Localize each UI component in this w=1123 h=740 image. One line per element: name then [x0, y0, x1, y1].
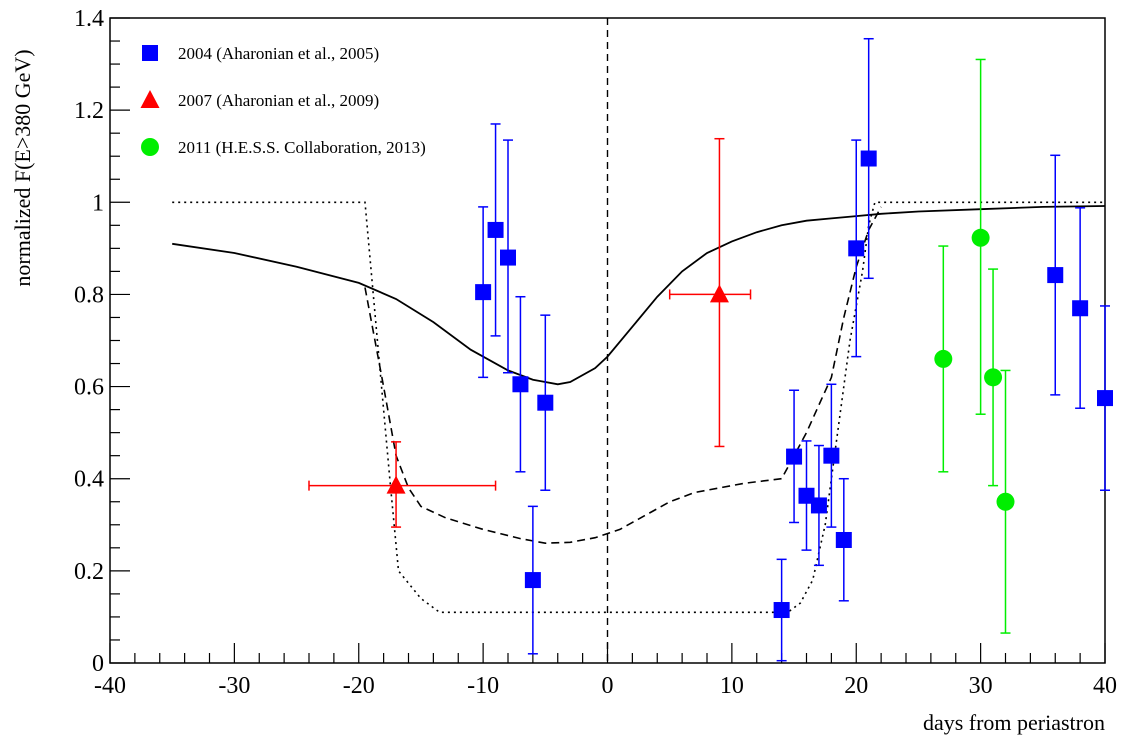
data-point-square — [512, 376, 529, 393]
data-point-square — [860, 150, 877, 167]
legend-label: 2007 (Aharonian et al., 2009) — [178, 91, 379, 110]
y-tick-label: 0.2 — [74, 559, 104, 585]
axis-ticks — [109, 17, 1106, 664]
data-point-circle — [996, 492, 1015, 511]
data-point-square — [786, 448, 803, 465]
data-point-square — [537, 394, 554, 411]
x-tick-label: 30 — [969, 673, 993, 699]
y-axis-label: normalized F(E>380 GeV) — [10, 49, 35, 286]
data-point-circle — [934, 349, 953, 368]
y-tick-label: 0.6 — [74, 375, 104, 401]
x-tick-label: -30 — [218, 673, 250, 699]
data-point-circle — [971, 228, 990, 247]
y-tick-label: 0.8 — [74, 282, 104, 308]
data-point-square — [487, 221, 504, 238]
legend: 2004 (Aharonian et al., 2005) 2007 (Aharo… — [140, 44, 426, 157]
data-point-square — [1097, 390, 1113, 407]
x-axis-label: days from periastron — [923, 710, 1105, 735]
model-curves — [172, 201, 1106, 614]
x-tick-label: 40 — [1093, 673, 1117, 699]
legend-label: 2004 (Aharonian et al., 2005) — [178, 44, 379, 63]
y-tick-label: 1 — [92, 190, 104, 216]
data-point-square — [773, 602, 790, 619]
data-point-square — [1072, 300, 1089, 317]
y-tick-label: 0 — [92, 651, 104, 677]
model-curve-dotted — [172, 201, 1105, 614]
x-tick-label: 10 — [720, 673, 744, 699]
data-point-square — [500, 249, 516, 266]
data-point-square — [1047, 267, 1064, 284]
data-point-square — [475, 284, 492, 301]
y-tick-label: 1.4 — [74, 6, 104, 32]
data-point-triangle — [709, 284, 729, 303]
data-point-square — [524, 572, 541, 589]
tick-labels: -40 -30 -20 -10 0 10 20 30 40 0 0.2 0.4 0.6 0.8 1 1.2 1.… — [74, 6, 1117, 699]
legend-marker-triangle — [140, 90, 160, 108]
data-point-triangle — [386, 475, 406, 494]
data-point-square — [835, 531, 852, 548]
data-point-square — [823, 447, 840, 464]
x-tick-label: -40 — [94, 673, 126, 699]
legend-marker-circle — [141, 138, 159, 156]
x-tick-label: 20 — [844, 673, 868, 699]
error-bars — [308, 37, 1110, 662]
data-point-square — [848, 240, 865, 257]
legend-label: 2011 (H.E.S.S. Collaboration, 2013) — [178, 138, 426, 157]
y-tick-label: 1.2 — [74, 98, 104, 124]
data-point-circle — [984, 368, 1003, 387]
data-point-square — [798, 487, 815, 504]
model-curve-solid — [172, 205, 1106, 386]
x-tick-label: -10 — [467, 673, 499, 699]
data-point-square — [810, 497, 827, 514]
data-markers — [386, 150, 1113, 619]
legend-marker-square — [142, 45, 158, 61]
x-tick-label: -20 — [343, 673, 375, 699]
x-tick-label: 0 — [602, 673, 614, 699]
y-tick-label: 0.4 — [74, 467, 104, 493]
